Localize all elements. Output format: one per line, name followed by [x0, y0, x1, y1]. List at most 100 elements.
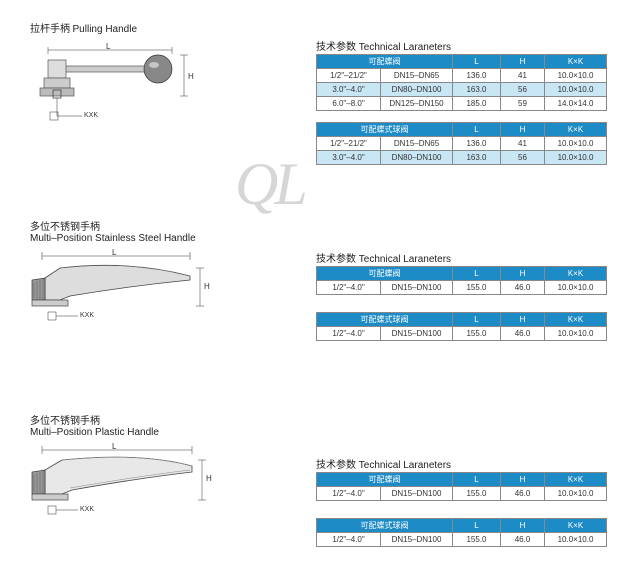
dim-l-3: L: [112, 442, 116, 451]
table-header-row: 可配蝶式球阀 L H K×K: [317, 519, 607, 533]
tech-title-1: 技术参数 Technical Laraneters: [316, 38, 451, 53]
td: 1/2"–4.0": [317, 327, 381, 341]
table-header-row: 可配蝶阀 L H K×K: [317, 473, 607, 487]
table-header-row: 可配蝶式球阀 L H K×K: [317, 313, 607, 327]
td: 155.0: [453, 487, 501, 501]
table-3a: 可配蝶阀 L H K×K 1/2"–4.0"DN15–DN100155.046.…: [316, 472, 607, 501]
table-header-row: 可配蝶式球阀 L H K×K: [317, 123, 607, 137]
td: 14.0×14.0: [545, 97, 607, 111]
title-block-2: 多位不锈钢手柄 Multi–Position Stainless Steel H…: [30, 218, 196, 244]
dim-l-2: L: [112, 248, 116, 257]
tech-cn-3: 技术参数: [316, 460, 356, 471]
td: 163.0: [453, 151, 501, 165]
kxk-label-2: KXK: [80, 312, 94, 319]
td: 1/2"–21/2": [317, 137, 381, 151]
dim-h-3: H: [206, 474, 212, 483]
td: DN15–DN65: [381, 137, 453, 151]
diagram-pulling-handle: L H KXK: [30, 44, 210, 134]
td: 10.0×10.0: [545, 83, 607, 97]
table-3b: 可配蝶式球阀 L H K×K 1/2"–4.0"DN15–DN100155.04…: [316, 518, 607, 547]
td: DN80–DN100: [381, 151, 453, 165]
td: 10.0×10.0: [545, 151, 607, 165]
dim-l-1: L: [106, 42, 110, 51]
kxk-label-3: KXK: [80, 506, 94, 513]
th: H: [501, 123, 545, 137]
th: L: [453, 123, 501, 137]
td: DN125–DN150: [381, 97, 453, 111]
td: 56: [501, 151, 545, 165]
td: DN15–DN100: [381, 327, 453, 341]
td: 1/2"–4.0": [317, 533, 381, 547]
td: 155.0: [453, 327, 501, 341]
th: K×K: [545, 473, 607, 487]
table-row: 1/2"–4.0"DN15–DN100155.046.010.0×10.0: [317, 327, 607, 341]
td: DN15–DN100: [381, 281, 453, 295]
tech-en-2: Technical Laraneters: [359, 254, 451, 265]
td: 1/2"–21/2": [317, 69, 381, 83]
table-row: 1/2"–4.0"DN15–DN100155.046.010.0×10.0: [317, 281, 607, 295]
td: 185.0: [453, 97, 501, 111]
td: DN15–DN65: [381, 69, 453, 83]
table-row: 1/2"–4.0"DN15–DN100155.046.010.0×10.0: [317, 487, 607, 501]
table-row: 3.0"–4.0"DN80–DN100163.05610.0×10.0: [317, 151, 607, 165]
th: 可配蝶阀: [317, 473, 453, 487]
th: H: [501, 473, 545, 487]
th: K×K: [545, 313, 607, 327]
tech-en-3: Technical Laraneters: [359, 460, 451, 471]
th: H: [501, 55, 545, 69]
td: 46.0: [501, 533, 545, 547]
dim-h-2: H: [204, 282, 210, 291]
ss-handle-svg: [30, 250, 215, 330]
td: 1/2"–4.0": [317, 281, 381, 295]
th: K×K: [545, 123, 607, 137]
td: 41: [501, 137, 545, 151]
td: 46.0: [501, 281, 545, 295]
th: 可配蝶阀: [317, 267, 453, 281]
td: 59: [501, 97, 545, 111]
pulling-handle-svg: [30, 44, 210, 134]
diagram-ss-handle: L H KXK: [30, 250, 210, 330]
td: 10.0×10.0: [545, 137, 607, 151]
td: DN15–DN100: [381, 487, 453, 501]
th: K×K: [545, 55, 607, 69]
title-en-3: Multi–Position Plastic Handle: [30, 427, 159, 438]
th: 可配蝶式球阀: [317, 123, 453, 137]
td: 3.0"–4.0": [317, 151, 381, 165]
th: L: [453, 55, 501, 69]
table-1b: 可配蝶式球阀 L H K×K 1/2"–21/2"DN15–DN65136.04…: [316, 122, 607, 165]
tech-title-3: 技术参数 Technical Laraneters: [316, 456, 451, 471]
title-block-1: 拉杆手柄 Pulling Handle: [30, 20, 137, 35]
th: H: [501, 267, 545, 281]
td: 10.0×10.0: [545, 281, 607, 295]
th: 可配蝶式球阀: [317, 313, 453, 327]
th: L: [453, 267, 501, 281]
th: L: [453, 519, 501, 533]
td: DN15–DN100: [381, 533, 453, 547]
th: L: [453, 473, 501, 487]
table-row: 6.0"–8.0"DN125–DN150185.05914.0×14.0: [317, 97, 607, 111]
th: K×K: [545, 519, 607, 533]
title-block-3: 多位不锈钢手柄 Multi–Position Plastic Handle: [30, 412, 159, 438]
td: 10.0×10.0: [545, 533, 607, 547]
td: 56: [501, 83, 545, 97]
title-en-2: Multi–Position Stainless Steel Handle: [30, 233, 196, 244]
th: H: [501, 519, 545, 533]
td: 46.0: [501, 487, 545, 501]
title-cn-3: 多位不锈钢手柄: [30, 412, 159, 427]
td: 10.0×10.0: [545, 69, 607, 83]
td: 46.0: [501, 327, 545, 341]
td: DN80–DN100: [381, 83, 453, 97]
td: 155.0: [453, 533, 501, 547]
table-header-row: 可配蝶阀 L H K×K: [317, 267, 607, 281]
table-1a: 可配蝶阀 L H K×K 1/2"–21/2"DN15–DN65136.0411…: [316, 54, 607, 111]
td: 136.0: [453, 69, 501, 83]
table-row: 1/2"–21/2"DN15–DN65136.04110.0×10.0: [317, 137, 607, 151]
title-cn-2: 多位不锈钢手柄: [30, 218, 196, 233]
table-row: 3.0"–4.0"DN80–DN100163.05610.0×10.0: [317, 83, 607, 97]
th: 可配蝶式球阀: [317, 519, 453, 533]
dim-h-1: H: [188, 72, 194, 81]
table-row: 1/2"–4.0"DN15–DN100155.046.010.0×10.0: [317, 533, 607, 547]
table-header-row: 可配蝶阀 L H K×K: [317, 55, 607, 69]
th: K×K: [545, 267, 607, 281]
td: 3.0"–4.0": [317, 83, 381, 97]
